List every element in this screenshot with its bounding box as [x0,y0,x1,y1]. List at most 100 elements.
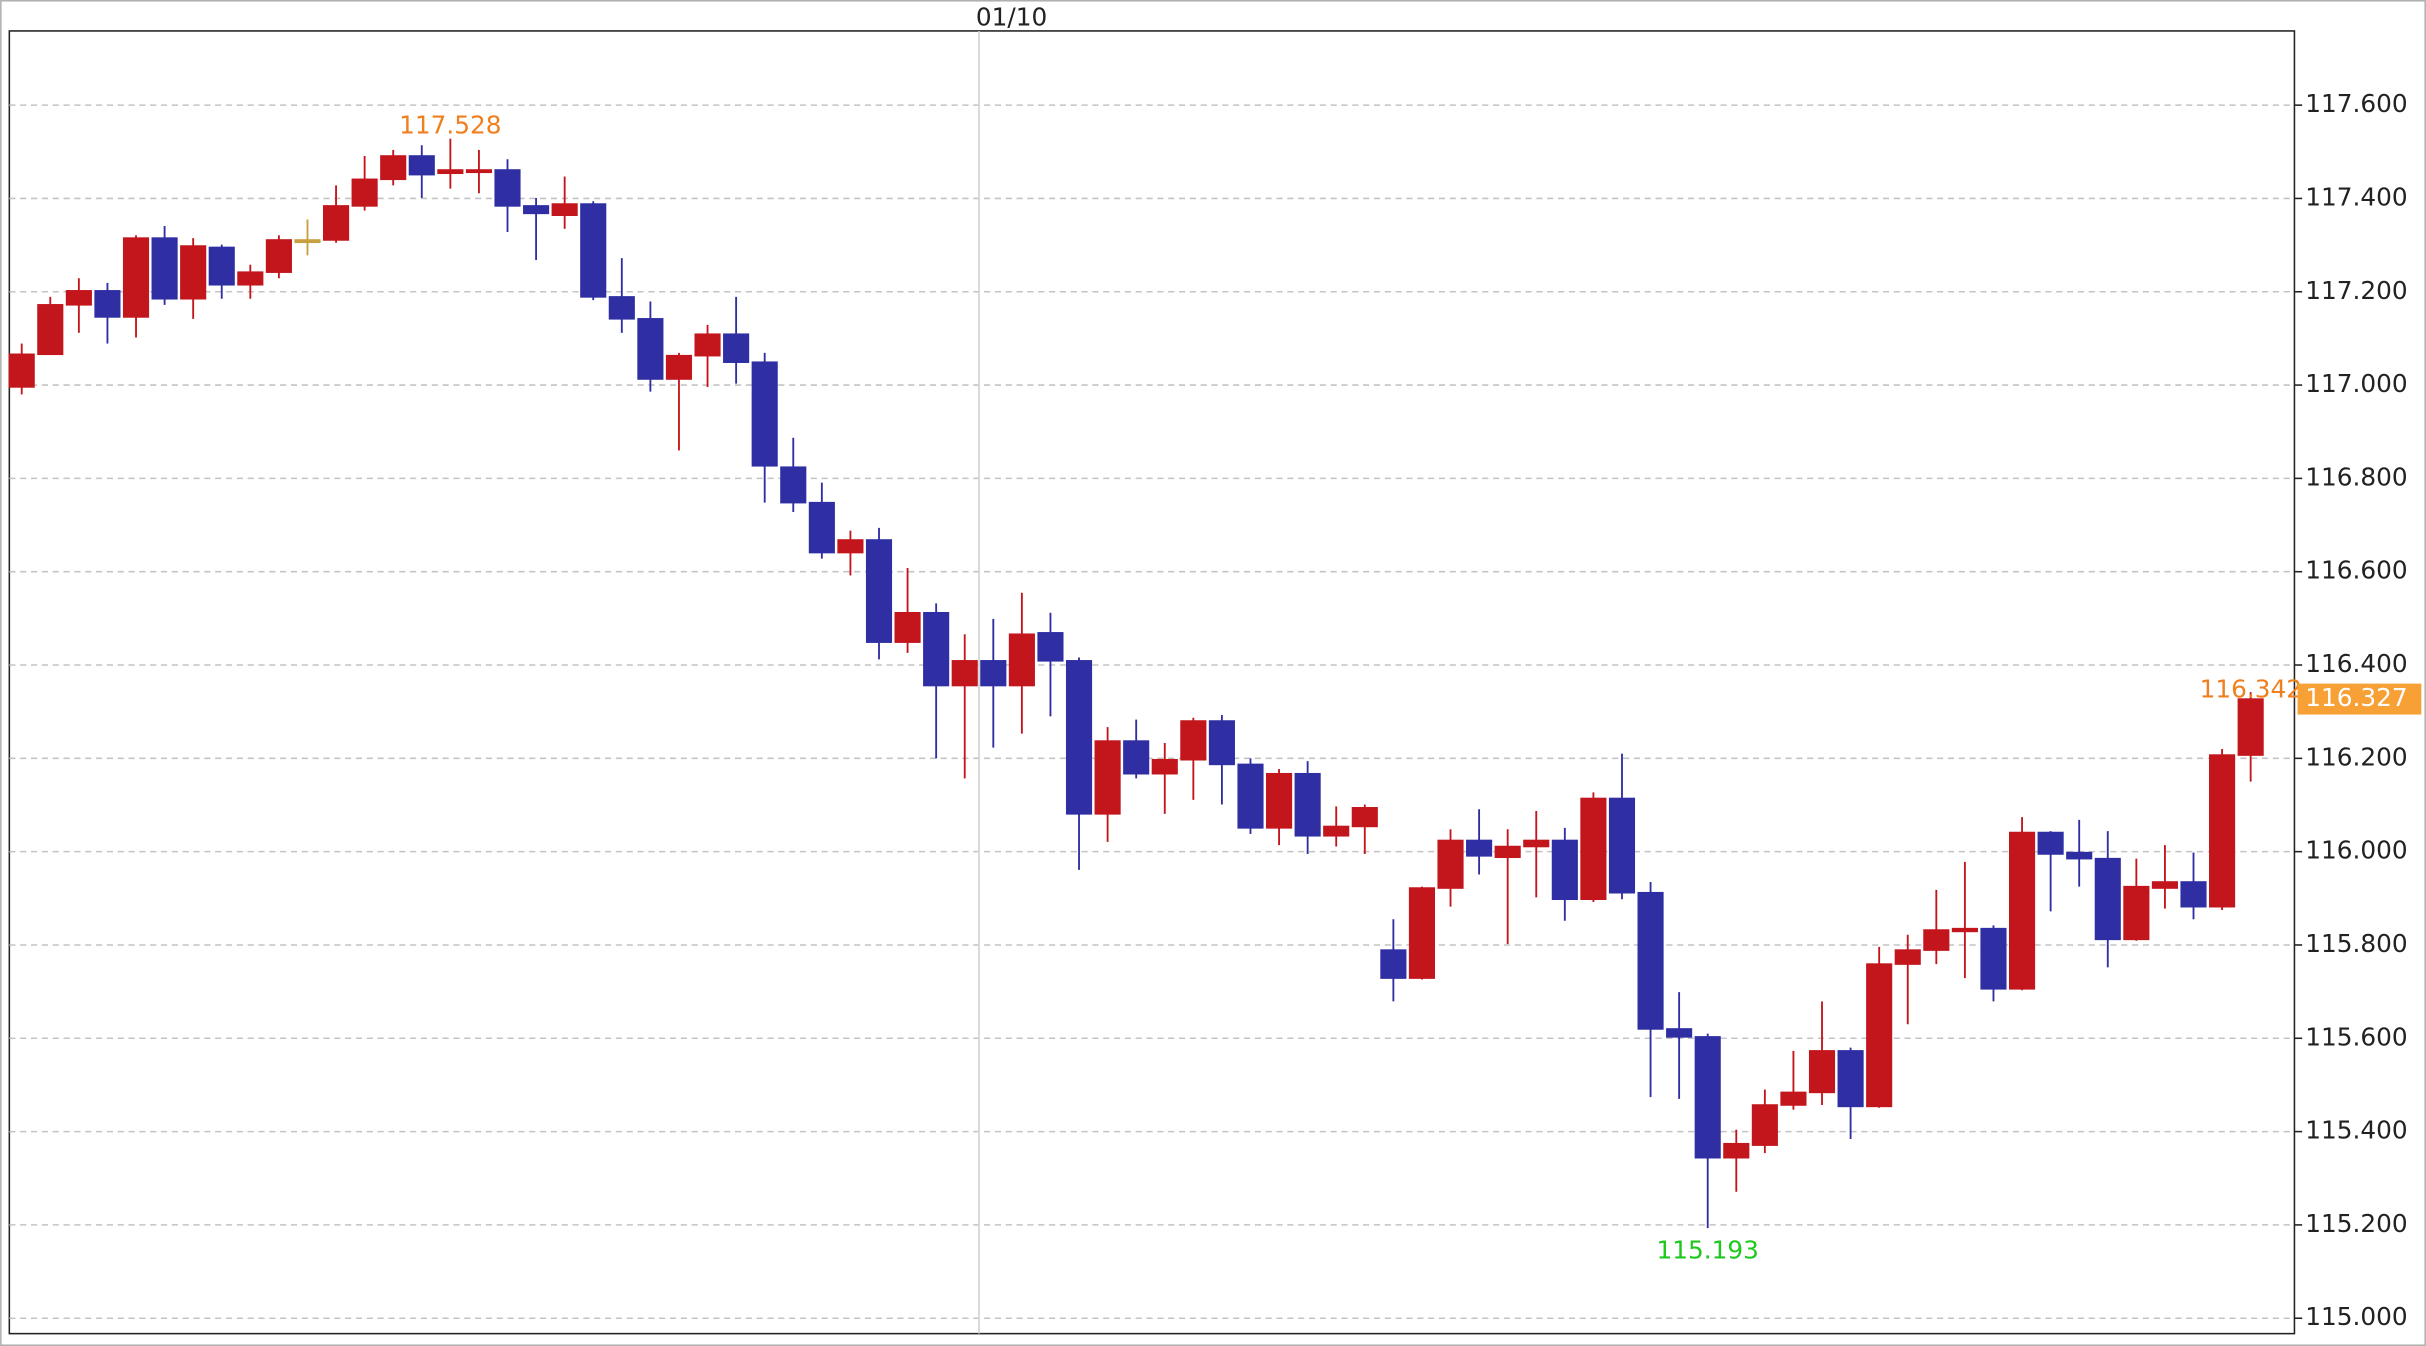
candle-body [751,361,778,467]
candle-body [1294,772,1321,837]
candle-body [180,245,207,300]
grid [9,30,2303,1334]
candle-body [1380,949,1407,979]
candle-body [1151,758,1178,775]
candle-body [1666,1028,1693,1038]
candle-body [2209,754,2236,908]
candle-body [523,205,550,215]
candle-body [1723,1142,1750,1159]
y-tick-label: 117.000 [2305,369,2407,398]
y-tick-label: 116.800 [2305,462,2407,491]
max-label: 117.528 [399,110,501,139]
candle-body [408,155,435,176]
candle-body [1408,887,1436,979]
candle-body [2037,831,2064,855]
candle-body [1351,807,1378,828]
candle-body [380,155,407,181]
candle-body [1980,927,2007,990]
candle-body [1780,1091,1807,1106]
y-tick-label: 115.400 [2305,1116,2407,1145]
plot-frame [8,30,2296,1335]
candle-body [237,271,264,286]
candle-body [1008,633,1035,687]
candle-body [351,178,378,207]
y-tick-label: 116.200 [2305,742,2407,771]
candle-body [2094,857,2121,941]
candle-body [2151,881,2178,889]
candle-body [322,205,350,241]
candle-body [1523,839,1550,848]
candle-body [2123,885,2150,941]
candle-body [923,611,950,687]
candle-body [2237,698,2264,756]
candle-body [122,237,150,318]
y-tick-label: 115.200 [2305,1209,2407,1238]
candle-body [2008,831,2036,990]
candle-body [1551,839,1578,901]
y-tick-label: 117.600 [2305,89,2407,118]
y-tick-label: 115.000 [2305,1302,2407,1331]
candle-body [1866,963,1893,1108]
candle-body [37,304,64,356]
candle-body [2180,881,2207,908]
candle-body [1637,891,1664,1030]
candle-body [208,246,235,286]
candle-body [694,333,721,357]
candle-body [637,318,664,380]
candle-body [551,203,578,217]
last-price-box [2297,683,2422,715]
candle-body [608,296,635,320]
candle-body [951,660,978,687]
candle-body [580,203,607,298]
candle-body [1494,845,1521,859]
labels: 115.000 115.200 115.400 115.600 115.800 116.0… [399,3,2422,1331]
y-tick-label: 116.400 [2305,649,2407,678]
candle-body [723,333,750,363]
candle-body [780,466,807,504]
candle-body [1208,720,1235,766]
candle-body [1808,1050,1836,1094]
candle-body [837,539,864,554]
candle-body [1266,772,1293,829]
candle-body [437,169,464,175]
candle-body [494,169,521,207]
candle-body [94,290,121,318]
candle-body [1437,839,1464,889]
candle-body [1123,740,1150,775]
candle-body [65,290,92,306]
min-label: 115.193 [1657,1235,1759,1264]
candle-body [808,501,835,554]
candle-body [1608,797,1636,894]
y-tick-label: 115.800 [2305,929,2407,958]
candle-body [1894,949,1921,965]
candle-body [1694,1036,1721,1159]
candle-body [1094,740,1121,815]
y-tick-label: 117.400 [2305,182,2407,211]
candle-body [265,239,292,273]
candle-body [1580,797,1607,901]
candle-body [665,354,693,380]
last-price-label: 116.327 [2305,683,2407,712]
candle-body [151,237,178,300]
candle-body [1923,929,1950,951]
candle-body [980,660,1007,687]
candle-body [465,169,492,174]
candle-body [8,353,35,388]
x-tick-label: 01/10 [976,3,1047,32]
candle-body [1837,1050,1864,1108]
candle-body [1751,1104,1778,1146]
last-high-label: 116.342 [2200,675,2302,704]
candle-body [1180,720,1207,761]
candle-body [1951,927,1978,933]
candle-body [2066,851,2093,860]
candle-body [1466,839,1493,857]
y-tick-label: 116.000 [2305,836,2407,865]
y-tick-label: 117.200 [2305,276,2407,305]
y-tick-label: 116.600 [2305,556,2407,585]
candle-body [1037,632,1064,662]
candle-body [894,611,921,643]
candle-body [1237,763,1264,829]
candle-body [1323,825,1350,837]
